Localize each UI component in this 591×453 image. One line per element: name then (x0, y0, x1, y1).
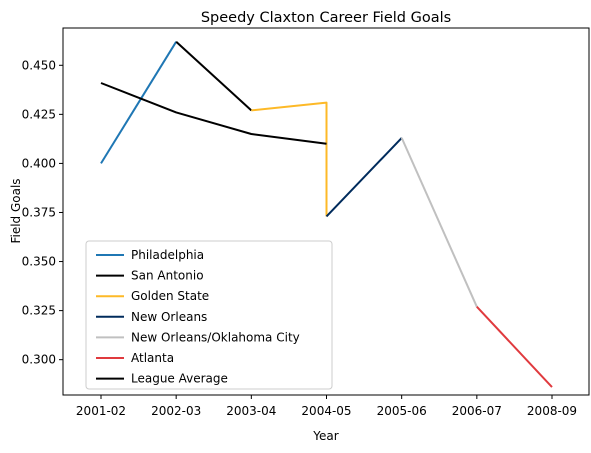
y-tick-label: 0.325 (22, 304, 56, 318)
x-tick-label: 2002-03 (151, 404, 201, 418)
legend-label: New Orleans/Oklahoma City (131, 330, 300, 344)
legend-label: League Average (131, 372, 228, 386)
series-line-new-orleans (327, 138, 402, 217)
legend-label: San Antonio (131, 269, 204, 283)
legend-label: Golden State (131, 289, 209, 303)
y-tick-label: 0.350 (22, 255, 56, 269)
legend: Philadelphia San Antonio Golden State New O… (86, 241, 332, 389)
y-tick-label: 0.375 (22, 205, 56, 219)
legend-box (86, 241, 332, 389)
x-tick-label: 2008-09 (527, 404, 577, 418)
legend-label: New Orleans (131, 310, 207, 324)
legend-label: Atlanta (131, 351, 174, 365)
y-tick-label: 0.425 (22, 107, 56, 121)
y-axis-label: Field Goals (9, 178, 23, 243)
series-line-new-orleans-oklahoma-city (402, 138, 477, 307)
series-line-philadelphia (101, 42, 176, 164)
y-tick-label: 0.450 (22, 58, 56, 72)
x-tick-label: 2005-06 (377, 404, 427, 418)
x-tick-label: 2006-07 (452, 404, 502, 418)
x-axis: 2001-02 2002-03 2003-04 2004-05 2005-06 2006-… (76, 395, 577, 418)
x-axis-label: Year (312, 429, 338, 443)
series-line-san-antonio (176, 42, 251, 111)
series-line-golden-state (251, 103, 326, 217)
y-axis: 0.300 0.325 0.350 0.375 0.400 0.425 0.450 (22, 58, 63, 366)
x-tick-label: 2003-04 (226, 404, 276, 418)
series-line-atlanta (477, 307, 552, 387)
y-tick-label: 0.400 (22, 156, 56, 170)
x-tick-label: 2001-02 (76, 404, 126, 418)
y-tick-label: 0.300 (22, 353, 56, 367)
x-tick-label: 2004-05 (301, 404, 351, 418)
chart-title: Speedy Claxton Career Field Goals (201, 10, 451, 26)
series-line-league-average (101, 83, 327, 144)
legend-label: Philadelphia (131, 248, 204, 262)
